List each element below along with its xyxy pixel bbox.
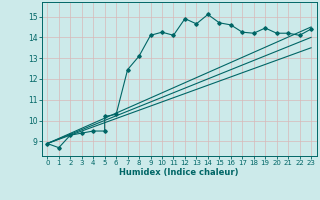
X-axis label: Humidex (Indice chaleur): Humidex (Indice chaleur) xyxy=(119,168,239,177)
